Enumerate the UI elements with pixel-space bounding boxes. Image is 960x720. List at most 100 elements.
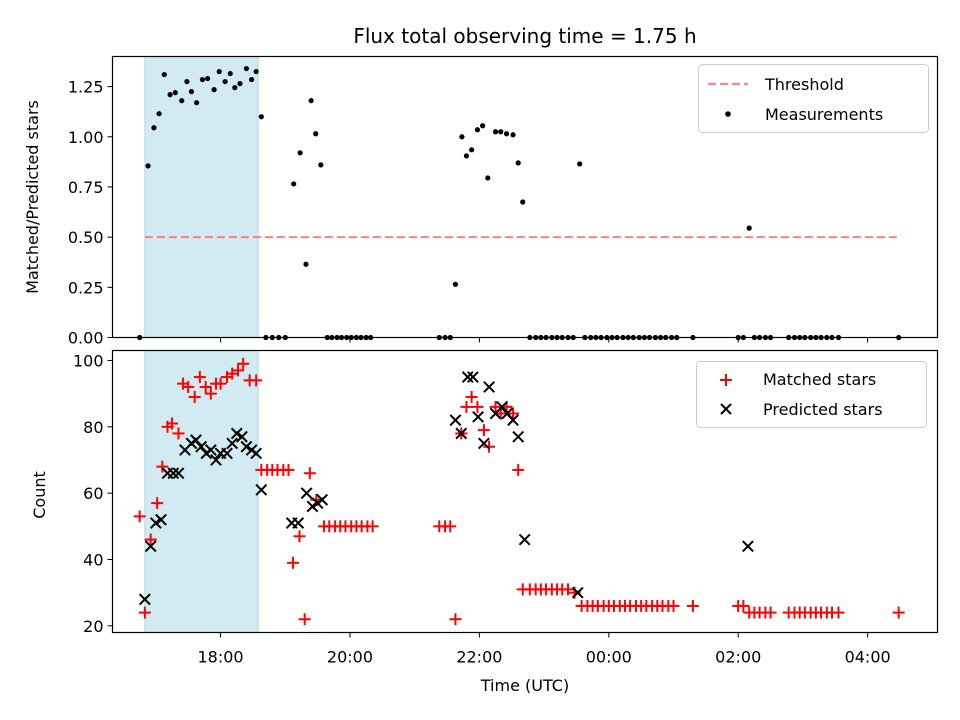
measurement-point (515, 160, 521, 166)
bottom-shaded-span (144, 350, 259, 633)
bottom-y-tick-label: 60 (83, 484, 103, 503)
matched-star-marker (460, 400, 473, 413)
predicted-star-marker (512, 430, 525, 443)
top-y-tick-label: 0.25 (68, 278, 104, 297)
measurement-point (463, 153, 470, 159)
matched-star-marker (138, 606, 151, 619)
measurement-point (161, 71, 167, 78)
matched-star-marker (489, 400, 502, 413)
measurement-point (510, 132, 516, 138)
predicted-star-marker (144, 540, 157, 553)
matched-star-marker (133, 510, 146, 523)
top-panel: 0.00 0.25 0.50 0.75 1.00 1.25 Matched/Predict… (23, 55, 939, 348)
measurement-point (205, 75, 211, 82)
bottom-y-tick-label: 20 (83, 617, 103, 636)
chart-title: Flux total observing time = 1.75 h (353, 24, 696, 48)
matched-star-marker (151, 497, 164, 510)
bottom-y-tick-label: 40 (83, 551, 103, 570)
predicted-star-marker (316, 493, 329, 506)
predicted-star-marker (221, 447, 233, 460)
bottom-x-tick-label: 22:00 (456, 648, 502, 667)
measurement-point (253, 68, 259, 75)
measurement-point (498, 129, 504, 135)
matched-star-marker (477, 424, 490, 437)
predicted-star-marker (230, 427, 243, 440)
measurement-point (216, 68, 222, 75)
bottom-x-tick-label: 00:00 (586, 648, 632, 667)
matched-star-marker (444, 520, 457, 533)
matched-star-marker (465, 390, 478, 403)
top-y-tick-label: 0.75 (68, 178, 104, 197)
predicted-star-marker (167, 467, 180, 480)
legend-matched-swatch (720, 374, 732, 386)
predicted-star-marker (240, 440, 253, 453)
matched-star-marker (204, 387, 217, 400)
top-y-tick-label: 1.25 (68, 78, 104, 97)
predicted-star-marker (496, 400, 508, 413)
measurement-point (194, 100, 200, 106)
bottom-x-tick-label: 04:00 (845, 648, 891, 667)
matched-star-marker (172, 427, 185, 440)
measurement-point (179, 98, 185, 104)
measurement-point (492, 129, 499, 135)
predicted-star-marker (190, 434, 202, 446)
matched-star-marker (156, 460, 169, 473)
measurement-point (151, 125, 157, 131)
measurement-point (243, 65, 250, 72)
measurement-point (232, 85, 238, 91)
predicted-star-marker (138, 593, 151, 606)
predicted-star-marker (461, 371, 474, 383)
top-plot-frame (111, 55, 939, 339)
matched-star-marker (507, 407, 520, 420)
measurement-point (452, 281, 459, 287)
top-legend-frame (698, 64, 929, 133)
measurement-point (172, 90, 178, 96)
bottom-y-tick-label: 100 (73, 351, 104, 370)
predicted-star-marker (292, 517, 305, 529)
predicted-star-marker (195, 440, 208, 453)
predicted-star-marker (149, 517, 162, 529)
matched-star-marker (737, 599, 750, 612)
bottom-x-axis-label: Time (UTC) (480, 676, 569, 695)
matched-star-marker (166, 417, 179, 430)
measurement-point (156, 111, 162, 117)
predicted-star-marker (518, 533, 531, 546)
predicted-star-marker (250, 447, 263, 460)
matched-star-marker (512, 463, 525, 476)
bottom-plot-frame (111, 349, 939, 634)
top-shaded-span (144, 56, 259, 338)
measurement-point (199, 76, 206, 83)
bottom-x-tick-label: 18:00 (198, 648, 244, 667)
top-y-tick-label: 1.00 (68, 128, 104, 147)
predicted-star-marker (155, 513, 167, 526)
measurement-point (145, 163, 151, 169)
predicted-star-marker (472, 410, 484, 423)
matched-star-marker (764, 606, 777, 619)
matched-star-marker (667, 599, 680, 612)
matched-star-marker (287, 556, 300, 569)
bottom-panel: 20 40 60 80 100 18:00 20:00 22:00 00:00 02:00 04:… (30, 349, 939, 695)
measurement-point (303, 261, 309, 267)
measurement-point (308, 98, 314, 104)
predicted-star-marker (483, 381, 495, 393)
matched-star-marker (199, 380, 212, 393)
matched-star-marker (293, 530, 306, 543)
predicted-star-marker (204, 444, 217, 456)
predicted-star-marker (172, 467, 185, 480)
predicted-star-marker (478, 437, 490, 450)
matched-star-marker (237, 357, 250, 370)
measurement-point (297, 150, 303, 156)
top-y-tick-label: 0.00 (68, 329, 104, 348)
predicted-star-marker (449, 414, 462, 427)
bottom-legend: Matched stars Predicted stars (696, 361, 927, 428)
predicted-star-marker (455, 427, 468, 440)
measurement-point (258, 114, 264, 120)
measurement-point (227, 70, 233, 77)
top-legend: Threshold Measurements (698, 64, 929, 133)
matched-star-marker (232, 364, 245, 377)
predicted-star-marker (226, 437, 239, 450)
bottom-legend-frame (696, 361, 927, 428)
matched-star-marker (298, 613, 311, 626)
matched-star-marker (483, 440, 496, 453)
